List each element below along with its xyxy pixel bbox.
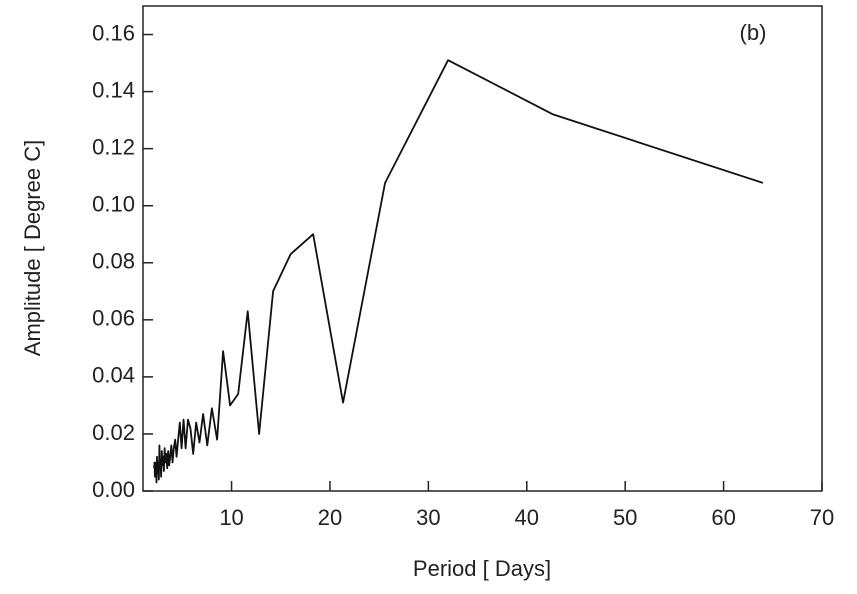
y-tick-label: 0.04: [92, 363, 135, 388]
y-tick-label: 0.06: [92, 306, 135, 331]
plot-frame: [142, 5, 823, 492]
y-tick-label: 0.12: [92, 134, 135, 159]
x-tick-label: 60: [711, 505, 735, 530]
y-tick-label: 0.02: [92, 420, 135, 445]
panel-label: (b): [740, 20, 767, 45]
y-tick-label: 0.16: [92, 20, 135, 45]
y-tick-label: 0.14: [92, 77, 135, 102]
y-tick-label: 0.10: [92, 192, 135, 217]
x-tick-label: 50: [613, 505, 637, 530]
x-axis-label: Period [ Days]: [413, 556, 551, 581]
y-tick-label: 0.00: [92, 477, 135, 502]
x-tick-label: 10: [219, 505, 243, 530]
x-tick-label: 20: [318, 505, 342, 530]
y-axis-label: Amplitude [ Degree C]: [20, 140, 45, 356]
x-tick-label: 40: [515, 505, 539, 530]
x-tick-label: 30: [416, 505, 440, 530]
x-tick-label: 70: [810, 505, 834, 530]
data-line: [153, 59, 764, 484]
y-tick-label: 0.08: [92, 249, 135, 274]
